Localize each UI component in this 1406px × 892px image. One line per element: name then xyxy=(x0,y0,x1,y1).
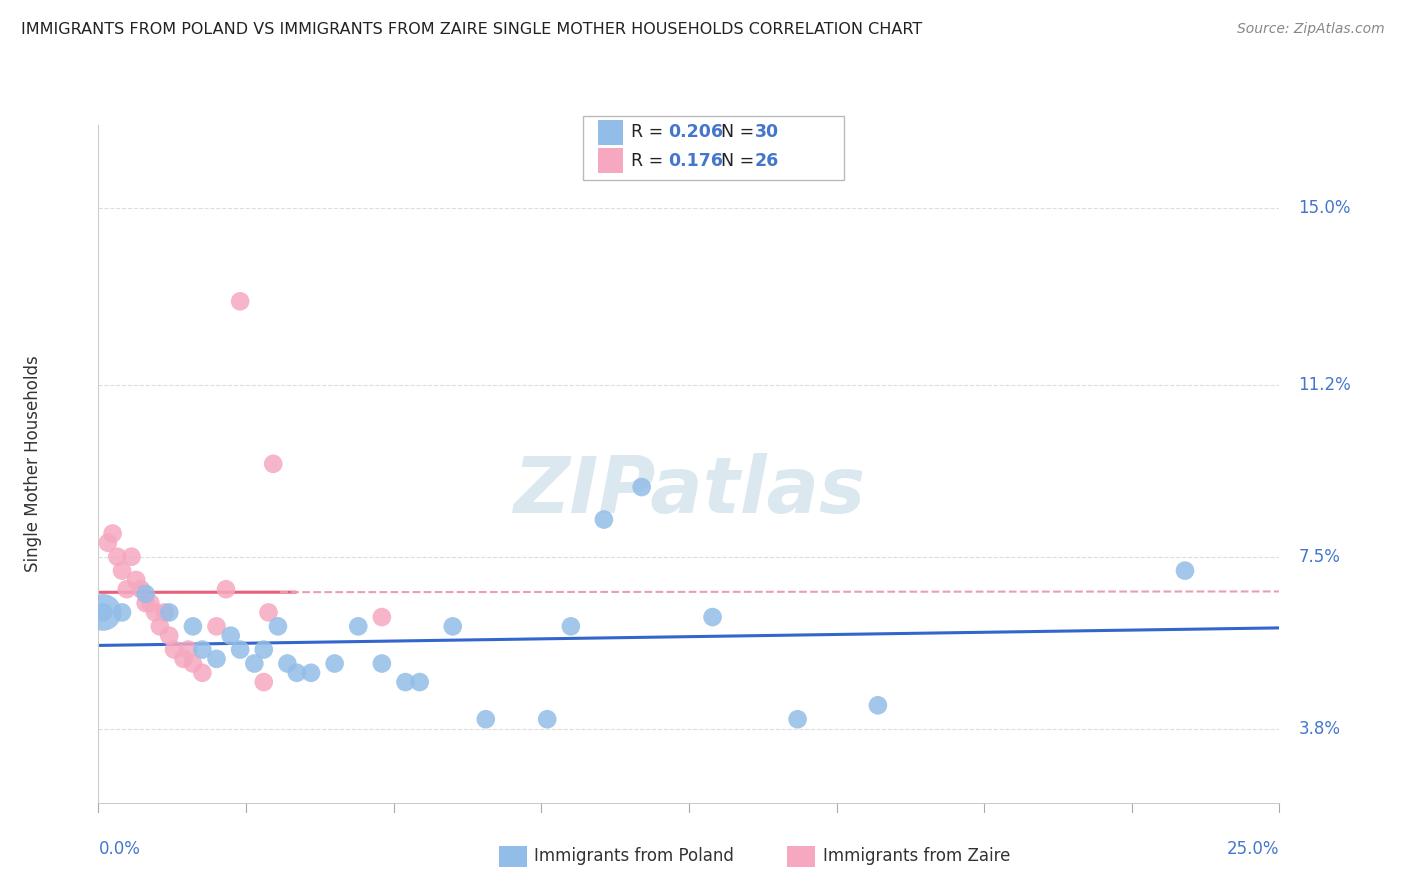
Text: 30: 30 xyxy=(755,123,779,141)
Point xyxy=(285,665,308,680)
Text: 15.0%: 15.0% xyxy=(1298,200,1351,218)
Point xyxy=(786,712,808,726)
Text: 7.5%: 7.5% xyxy=(1298,548,1340,566)
Point xyxy=(135,587,157,601)
Point xyxy=(257,606,280,620)
Point xyxy=(125,573,148,587)
Point xyxy=(157,606,180,620)
Point xyxy=(262,457,284,471)
Point xyxy=(149,619,172,633)
Point xyxy=(101,526,124,541)
Point xyxy=(91,606,114,620)
Point xyxy=(97,535,120,549)
Point xyxy=(172,652,194,666)
Text: 3.8%: 3.8% xyxy=(1298,720,1340,738)
Point xyxy=(593,512,616,526)
Text: N =: N = xyxy=(721,152,761,169)
Point xyxy=(1174,564,1197,578)
Point xyxy=(143,606,166,620)
Point xyxy=(191,642,214,657)
Point xyxy=(139,596,162,610)
Text: 0.176: 0.176 xyxy=(668,152,723,169)
Point xyxy=(157,629,180,643)
Text: Immigrants from Poland: Immigrants from Poland xyxy=(534,847,734,865)
Point xyxy=(347,619,370,633)
Text: Single Mother Households: Single Mother Households xyxy=(24,356,42,572)
Point xyxy=(129,582,152,597)
Point xyxy=(163,642,186,657)
Point xyxy=(229,642,252,657)
Text: IMMIGRANTS FROM POLAND VS IMMIGRANTS FROM ZAIRE SINGLE MOTHER HOUSEHOLDS CORRELA: IMMIGRANTS FROM POLAND VS IMMIGRANTS FRO… xyxy=(21,22,922,37)
Point xyxy=(630,480,652,494)
Point xyxy=(253,675,276,690)
Point xyxy=(115,582,138,597)
Point xyxy=(215,582,238,597)
Point xyxy=(371,657,394,671)
Point xyxy=(323,657,346,671)
Text: Immigrants from Zaire: Immigrants from Zaire xyxy=(823,847,1010,865)
Point xyxy=(243,657,266,671)
Point xyxy=(560,619,582,633)
Point xyxy=(111,564,134,578)
Point xyxy=(441,619,464,633)
Point xyxy=(111,606,134,620)
Text: 26: 26 xyxy=(755,152,779,169)
Point xyxy=(153,606,176,620)
Point xyxy=(866,698,889,713)
Text: R =: R = xyxy=(631,123,669,141)
Point xyxy=(181,619,204,633)
Point xyxy=(191,665,214,680)
Text: 25.0%: 25.0% xyxy=(1227,840,1279,858)
Point xyxy=(408,675,430,690)
Point xyxy=(253,642,276,657)
Point xyxy=(475,712,498,726)
Point xyxy=(371,610,394,624)
Text: N =: N = xyxy=(721,123,761,141)
Point xyxy=(121,549,143,564)
Point xyxy=(702,610,724,624)
Text: 11.2%: 11.2% xyxy=(1298,376,1351,394)
Point xyxy=(105,549,128,564)
Point xyxy=(177,642,200,657)
Point xyxy=(205,619,228,633)
Text: 0.0%: 0.0% xyxy=(98,840,141,858)
Point xyxy=(219,629,242,643)
Point xyxy=(536,712,558,726)
Text: Source: ZipAtlas.com: Source: ZipAtlas.com xyxy=(1237,22,1385,37)
Point xyxy=(299,665,322,680)
Point xyxy=(181,657,204,671)
Point xyxy=(394,675,416,690)
Point xyxy=(135,596,157,610)
Text: R =: R = xyxy=(631,152,669,169)
Point xyxy=(91,606,114,620)
Text: ZIPatlas: ZIPatlas xyxy=(513,453,865,529)
Point xyxy=(205,652,228,666)
Point xyxy=(229,294,252,309)
Point xyxy=(267,619,290,633)
Point xyxy=(276,657,298,671)
Text: 0.206: 0.206 xyxy=(668,123,723,141)
